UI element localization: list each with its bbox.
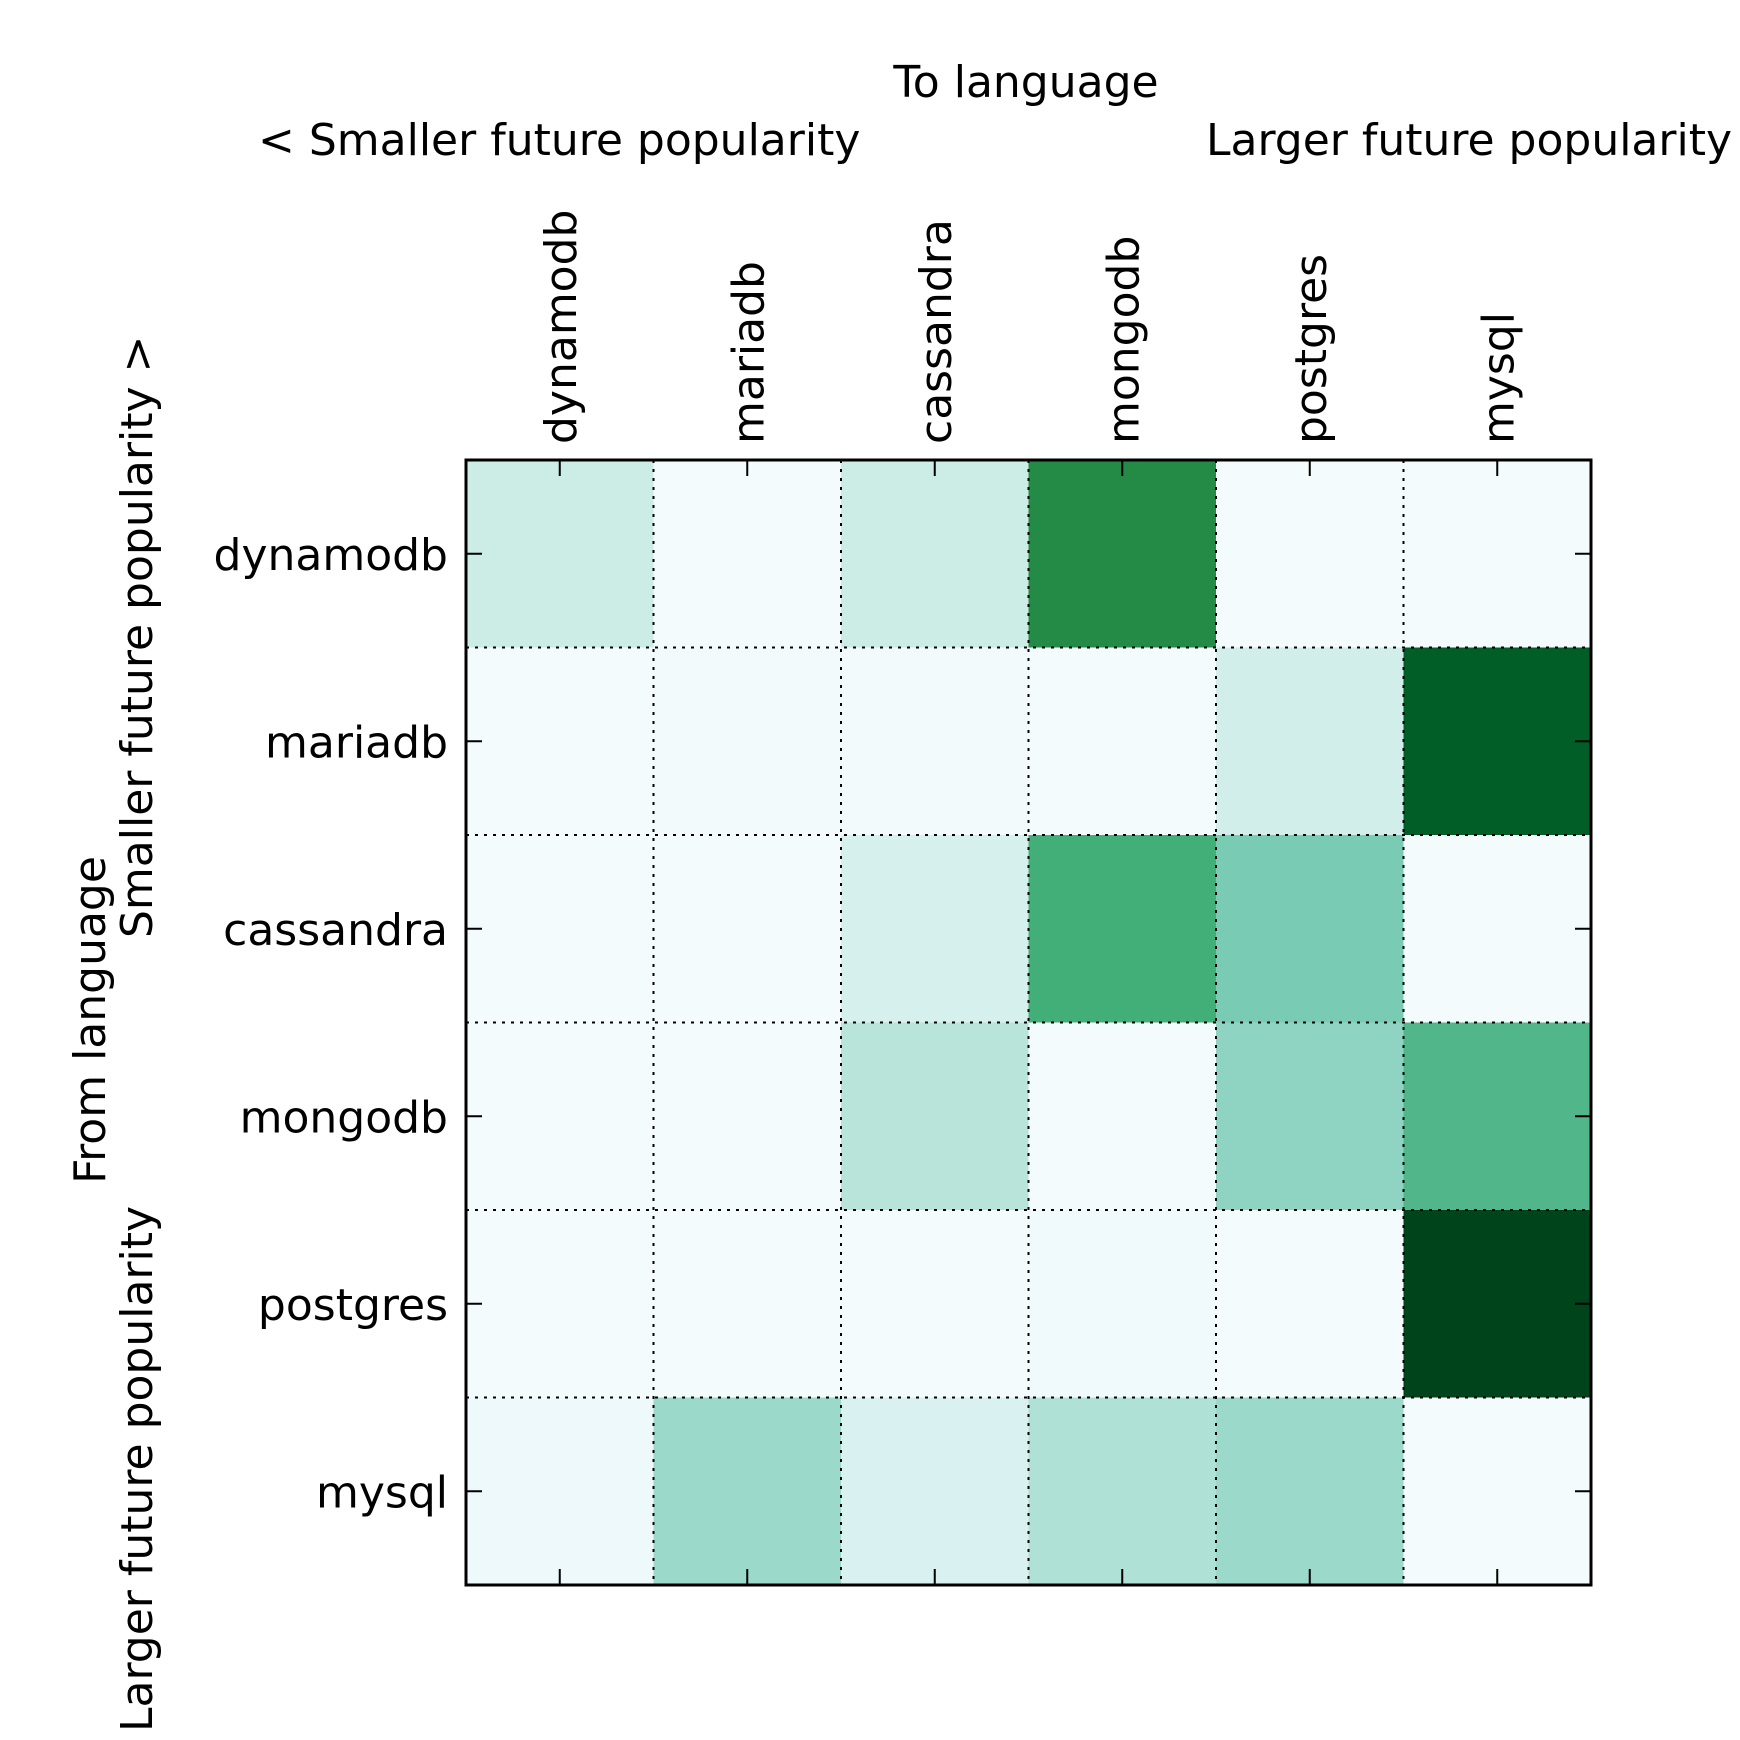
chart-title: To language xyxy=(892,57,1158,108)
heatmap-cell-mariadb-postgres xyxy=(1216,647,1404,836)
heatmap-cell-postgres-postgres xyxy=(1216,1210,1404,1398)
axis-ticks xyxy=(466,460,1591,1585)
x-tick-labels: dynamodb mariadb cassandra mongodb postgres m… xyxy=(536,210,1525,444)
x-tick-label-mariadb: mariadb xyxy=(723,261,774,444)
heatmap-cell-mariadb-cassandra xyxy=(841,647,1029,836)
grid-lines xyxy=(466,460,1591,1585)
heatmap-cell-dynamodb-postgres xyxy=(1216,460,1404,648)
heatmap-cell-cassandra-dynamodb xyxy=(466,835,654,1023)
heatmap-cell-dynamodb-mysql xyxy=(1403,460,1592,648)
heatmap-cell-cassandra-mongodb xyxy=(1028,835,1217,1023)
heatmap-cell-dynamodb-dynamodb xyxy=(466,460,654,648)
heatmap-cell-mysql-postgres xyxy=(1216,1397,1404,1586)
heatmap-cell-cassandra-mysql xyxy=(1403,835,1592,1023)
heatmap-cell-mongodb-postgres xyxy=(1216,1022,1404,1211)
heatmap-cell-cassandra-mariadb xyxy=(653,835,842,1023)
y-tick-label-postgres: postgres xyxy=(258,1280,448,1331)
heatmap-cell-postgres-cassandra xyxy=(841,1210,1029,1398)
heatmap-cell-cassandra-postgres xyxy=(1216,835,1404,1023)
heatmap-cell-dynamodb-mariadb xyxy=(653,460,842,648)
heatmap-cell-mysql-mysql xyxy=(1403,1397,1592,1586)
x-tick-label-mysql: mysql xyxy=(1473,312,1524,444)
heatmap-cell-mongodb-mysql xyxy=(1403,1022,1592,1211)
heatmap-cell-mariadb-mariadb xyxy=(653,647,842,836)
heatmap-cell-mariadb-dynamodb xyxy=(466,647,654,836)
x-tick-label-postgres: postgres xyxy=(1286,254,1337,444)
heatmap-cell-mysql-dynamodb xyxy=(466,1397,654,1586)
heatmap-cell-postgres-dynamodb xyxy=(466,1210,654,1398)
heatmap-cell-mysql-mongodb xyxy=(1028,1397,1217,1586)
plot-frame xyxy=(464,458,1593,1587)
left-upper-note: Smaller future popularity > xyxy=(112,336,163,938)
heatmap-cell-mysql-mariadb xyxy=(653,1397,842,1586)
heatmap-cell-mongodb-dynamodb xyxy=(466,1022,654,1211)
heatmap-cell-dynamodb-cassandra xyxy=(841,460,1029,648)
heatmap-cell-mongodb-mariadb xyxy=(653,1022,842,1211)
y-tick-label-mongodb: mongodb xyxy=(240,1092,448,1143)
y-axis-label: From language xyxy=(65,856,116,1184)
x-tick-label-cassandra: cassandra xyxy=(911,219,962,444)
top-left-note: < Smaller future popularity xyxy=(258,115,860,166)
y-tick-label-cassandra: cassandra xyxy=(223,905,448,956)
heatmap-cell-dynamodb-mongodb xyxy=(1028,460,1217,648)
heatmap-cell-postgres-mongodb xyxy=(1028,1210,1217,1398)
top-right-note: Larger future popularity xyxy=(1206,115,1732,166)
y-tick-label-mysql: mysql xyxy=(316,1467,448,1518)
heatmap-cell-mongodb-cassandra xyxy=(841,1022,1029,1211)
heatmap-cell-mariadb-mysql xyxy=(1403,647,1592,836)
y-tick-label-mariadb: mariadb xyxy=(265,717,448,768)
x-tick-label-mongodb: mongodb xyxy=(1098,236,1149,444)
heatmap-cell-mysql-cassandra xyxy=(841,1397,1029,1586)
heatmap-cell-cassandra-cassandra xyxy=(841,835,1029,1023)
y-tick-labels: dynamodb mariadb cassandra mongodb postgres m… xyxy=(214,530,448,1519)
y-tick-label-dynamodb: dynamodb xyxy=(214,530,448,581)
heatmap-cell-mariadb-mongodb xyxy=(1028,647,1217,836)
heatmap-cell-postgres-mariadb xyxy=(653,1210,842,1398)
heatmap-cell-postgres-mysql xyxy=(1403,1210,1592,1398)
left-lower-note: Larger future popularity xyxy=(112,1206,163,1732)
heatmap-cell-mongodb-mongodb xyxy=(1028,1022,1217,1211)
x-tick-label-dynamodb: dynamodb xyxy=(536,210,587,444)
heatmap-cells xyxy=(466,460,1592,1586)
